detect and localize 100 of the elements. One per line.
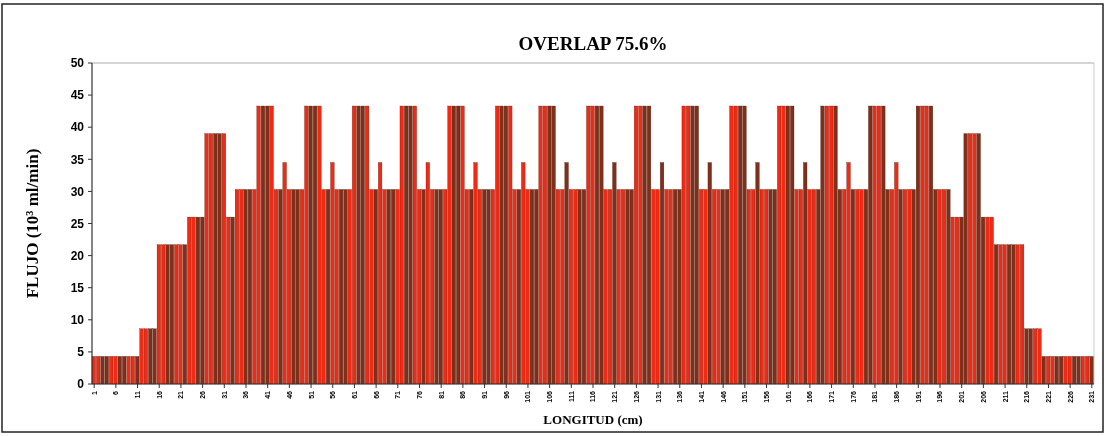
y-tick-label: 30 (70, 184, 85, 199)
bar (755, 162, 760, 385)
bar (781, 105, 786, 385)
chart-title: OVERLAP 75.6% (518, 33, 668, 54)
bar (243, 189, 248, 385)
bar (100, 356, 105, 385)
bar (668, 189, 673, 385)
bar (577, 189, 582, 385)
y-tick-label: 35 (70, 152, 85, 167)
bar (694, 105, 699, 385)
bar (139, 328, 144, 385)
y-axis-title: FLUJO (10³ ml/min) (23, 148, 42, 299)
bar (963, 133, 968, 385)
bar (178, 244, 183, 385)
bar (256, 105, 261, 385)
bar (330, 162, 335, 385)
bar (538, 105, 543, 385)
bar (690, 105, 695, 385)
bar (564, 162, 569, 385)
bar (234, 189, 239, 385)
bar (768, 189, 773, 385)
bar (434, 189, 439, 385)
y-tick-label: 40 (70, 120, 85, 135)
bar (486, 189, 491, 385)
bar (733, 105, 738, 385)
bar (985, 216, 990, 385)
bar (1037, 328, 1042, 385)
bar (946, 189, 951, 385)
y-tick-label: 15 (70, 280, 85, 295)
bar (972, 133, 977, 385)
bar (499, 105, 504, 385)
bar (356, 105, 361, 385)
y-tick-label: 50 (70, 56, 85, 71)
bar (846, 162, 851, 385)
bar (742, 105, 747, 385)
bar (156, 244, 161, 385)
bar (542, 105, 547, 385)
bar (113, 356, 118, 385)
bar (126, 356, 131, 385)
bar (451, 105, 456, 385)
bar (998, 244, 1003, 385)
bar (707, 162, 712, 385)
bar (208, 133, 213, 385)
bar (820, 105, 825, 385)
bar (1054, 356, 1059, 385)
bar (681, 105, 686, 385)
bar (460, 105, 465, 385)
bar (1067, 356, 1072, 385)
bar (343, 189, 348, 385)
y-tick-label: 5 (77, 345, 85, 360)
bar (269, 105, 274, 385)
bar (221, 133, 226, 385)
bar (399, 105, 404, 385)
bar (143, 328, 148, 385)
bar (590, 105, 595, 385)
bar (191, 216, 196, 385)
bar (902, 189, 907, 385)
bar (612, 162, 617, 385)
bar (1002, 244, 1007, 385)
x-axis-title: LONGITUD (cm) (543, 412, 643, 427)
bar (924, 105, 929, 385)
bar (473, 162, 478, 385)
bar (386, 189, 391, 385)
bar (529, 189, 534, 385)
bar (130, 356, 135, 385)
bar (204, 133, 209, 385)
y-tick-label: 0 (77, 377, 85, 392)
bar (824, 105, 829, 385)
y-tick-label: 10 (70, 313, 85, 327)
bar (412, 105, 417, 385)
bar (1028, 328, 1033, 385)
bar (217, 133, 222, 385)
bar (117, 356, 122, 385)
bar (1050, 356, 1055, 385)
bar (920, 105, 925, 385)
bar (282, 162, 287, 385)
bar (937, 189, 942, 385)
bar (811, 189, 816, 385)
bar (165, 244, 170, 385)
bar (638, 105, 643, 385)
bar (976, 133, 981, 385)
bar (438, 189, 443, 385)
bar (1011, 244, 1016, 385)
bar (729, 105, 734, 385)
bar (317, 105, 322, 385)
bar (295, 189, 300, 385)
bar (599, 105, 604, 385)
bar (989, 216, 994, 385)
bar (104, 356, 109, 385)
bar (1076, 356, 1081, 385)
y-tick-label: 45 (70, 88, 85, 103)
bar (833, 105, 838, 385)
bar (872, 105, 877, 385)
y-tick-label: 20 (70, 248, 85, 263)
bar (425, 162, 430, 385)
bar (447, 105, 452, 385)
bar (859, 189, 864, 385)
bar (1089, 356, 1094, 385)
y-tick-label: 25 (70, 216, 85, 231)
bar (408, 105, 413, 385)
